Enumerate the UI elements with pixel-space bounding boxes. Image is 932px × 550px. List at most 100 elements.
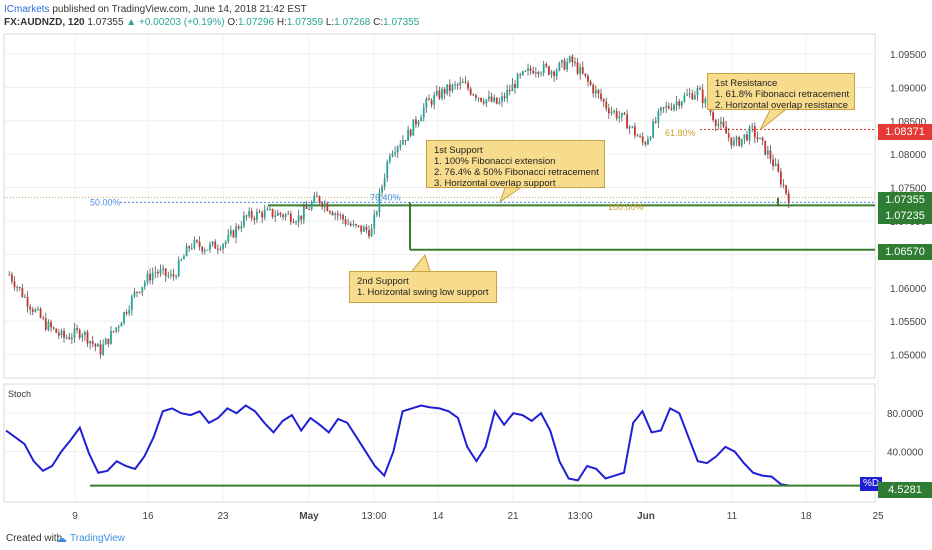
candle-body: [99, 344, 102, 355]
candle-body: [42, 317, 45, 319]
candle-body: [347, 223, 350, 225]
candle-body: [688, 93, 691, 95]
resistance1-line-2: 2. Horizontal overlap resistance: [715, 100, 849, 111]
support1-line-2: 2. 76.4% & 50% Fibonacci retracement: [434, 167, 599, 178]
candle-body: [425, 98, 428, 108]
ohlc-line: FX:AUDNZD, 120 1.07355 ▲ +0.00203 (+0.19…: [4, 17, 419, 28]
candle-body: [248, 211, 251, 217]
candle-body: [631, 126, 634, 128]
candle-body: [300, 215, 303, 220]
resistance1-annotation[interactable]: 1st Resistance 1. 61.8% Fibonacci retrac…: [707, 73, 855, 111]
candle-body: [167, 275, 170, 277]
candle-body: [172, 274, 175, 277]
candle-body: [258, 211, 261, 213]
candle-body: [156, 271, 159, 274]
candle-body: [401, 140, 404, 145]
candle-body: [545, 64, 548, 67]
candle-body: [342, 214, 344, 220]
support2-annotation[interactable]: 2nd Support 1. Horizontal swing low supp…: [349, 271, 497, 303]
last-price: 1.07355: [87, 17, 124, 28]
candle-body: [302, 206, 305, 220]
candle-body: [349, 223, 352, 226]
candle-body: [250, 211, 253, 218]
candle-body: [104, 338, 107, 345]
candle-body: [511, 83, 514, 92]
candle-body: [615, 110, 618, 119]
publisher-name[interactable]: ICmarkets: [4, 4, 50, 15]
candle-body: [503, 96, 506, 99]
candle-body: [435, 90, 438, 96]
candle-body: [284, 214, 287, 217]
candle-body: [607, 108, 610, 114]
time-tick-label: 13:00: [361, 511, 386, 522]
candle-body: [73, 328, 76, 338]
candle-body: [274, 215, 277, 217]
stoch-pane: [3, 383, 876, 503]
candle-body: [451, 84, 454, 91]
candle-body: [378, 192, 381, 213]
candle-body: [670, 108, 673, 110]
candle-body: [271, 208, 274, 217]
candle-body: [493, 97, 496, 102]
candle-body: [441, 88, 443, 99]
candle-body: [740, 138, 743, 146]
candle-body: [574, 62, 576, 64]
up-arrow-icon: ▲: [126, 17, 137, 28]
candle-body: [605, 101, 608, 109]
candle-body: [399, 144, 402, 147]
candle-body: [391, 153, 394, 157]
candle-body: [47, 322, 50, 330]
candle-body: [446, 84, 449, 94]
candle-body: [756, 137, 759, 140]
candle-body: [660, 107, 662, 112]
chart-canvas[interactable]: 1.095001.090001.085001.080001.075001.070…: [0, 0, 932, 528]
candle-body: [714, 120, 717, 126]
candle-body: [222, 244, 224, 250]
candle-body: [412, 119, 415, 136]
candle-body: [323, 203, 326, 207]
candle-body: [329, 210, 331, 213]
candle-body: [701, 89, 704, 104]
candle-body: [183, 256, 185, 260]
fib-50-label: 50.00%: [90, 197, 121, 207]
candle-body: [675, 101, 678, 105]
candle-body: [495, 97, 498, 104]
candle-body: [581, 67, 584, 74]
candle-body: [448, 84, 451, 91]
candle-body: [720, 121, 722, 124]
candle-body: [18, 287, 21, 289]
candle-body: [279, 212, 282, 215]
candle-body: [623, 112, 626, 115]
candle-body: [683, 95, 686, 102]
candle-body: [785, 185, 788, 194]
candle-body: [566, 62, 569, 70]
support2-line-1: 1. Horizontal swing low support: [357, 287, 489, 298]
candle-body: [633, 126, 636, 136]
candle-body: [357, 225, 360, 227]
symbol-label[interactable]: FX:AUDNZD, 120: [4, 17, 85, 28]
price-tick-label: 1.08500: [890, 117, 927, 128]
candle-body: [735, 136, 738, 141]
support1-annotation[interactable]: 1st Support 1. 100% Fibonacci extension …: [426, 140, 605, 189]
candle-body: [654, 121, 657, 123]
candle-body: [428, 98, 430, 101]
candle-body: [115, 327, 118, 332]
candle-body: [326, 203, 329, 211]
candle-body: [44, 318, 47, 330]
candle-body: [240, 226, 243, 229]
candle-body: [636, 135, 639, 137]
candle-body: [662, 107, 665, 109]
tradingview-brand[interactable]: TradingView: [70, 533, 126, 544]
candle-body: [94, 343, 97, 347]
candle-body: [657, 111, 660, 123]
candle-body: [321, 202, 324, 207]
candle-body: [334, 213, 337, 216]
price-tick-label: 1.06000: [890, 284, 927, 295]
candle-body: [112, 331, 115, 333]
low-label: L:: [325, 17, 335, 28]
price-tick-label: 1.09500: [890, 50, 927, 61]
candle-body: [362, 226, 365, 232]
candle-body: [743, 134, 746, 139]
candle-body: [206, 249, 209, 251]
candle-body: [136, 291, 138, 293]
